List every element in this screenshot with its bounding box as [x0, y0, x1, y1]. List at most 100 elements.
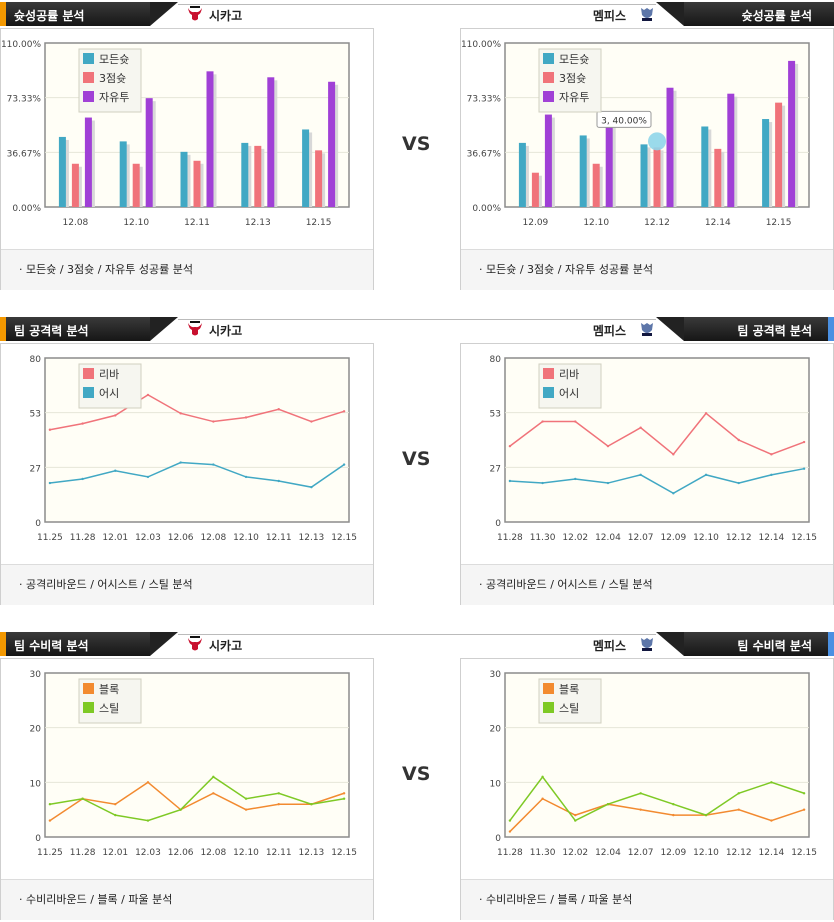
x-tick-label: 12.14 [705, 218, 731, 228]
data-point [770, 781, 773, 784]
data-point [212, 420, 215, 423]
x-tick-label: 12.11 [266, 533, 292, 543]
data-point [48, 428, 52, 431]
left-header: 슛성공률 분석 시카고 [0, 2, 420, 26]
data-point [802, 792, 806, 795]
bar [518, 142, 526, 207]
y-tick-label: 20 [30, 725, 42, 735]
legend-label: 자유투 [559, 91, 589, 104]
data-point [244, 797, 248, 800]
data-point [277, 792, 280, 795]
legend-label: 블록 [559, 683, 579, 696]
data-point [310, 485, 313, 489]
legend-swatch [543, 53, 554, 64]
tooltip-text: 3, 40.00% [601, 116, 647, 126]
y-tick-label: 27 [30, 464, 41, 474]
bar [71, 163, 79, 207]
bar [267, 77, 275, 207]
data-point [114, 469, 117, 472]
y-tick-label: 10 [490, 779, 502, 789]
series-line [49, 781, 345, 822]
legend-swatch [543, 683, 554, 694]
x-tick-label: 12.15 [331, 533, 357, 543]
data-point [146, 393, 150, 397]
y-tick-label: 53 [30, 410, 41, 420]
chart-panel-left: 0 27 53 80 11.25 11.28 12.01 12.03 12.06 12.08 12.… [0, 343, 374, 605]
legend-label: 3점슛 [559, 72, 586, 85]
defense-chart-left: 0 10 20 30 11.25 11.28 12.01 12.03 12.06 12.08 12.… [30, 670, 357, 858]
x-tick-label: 12.09 [660, 848, 686, 858]
bulls-logo-icon [186, 320, 204, 338]
legend-label: 모든슛 [99, 53, 129, 66]
bar [84, 117, 92, 207]
chart-panel-left: 0 10 20 30 11.25 11.28 12.01 12.03 12.06 12.08 12.… [0, 658, 374, 920]
series-line [509, 412, 805, 456]
data-point [639, 792, 642, 795]
vs-label: VS [402, 448, 431, 470]
x-tick-label: 12.08 [200, 848, 226, 858]
data-point [179, 461, 182, 464]
x-tick-label: 12.12 [726, 533, 752, 543]
header-accent [0, 317, 6, 341]
data-point [277, 479, 280, 483]
y-tick-label: 30 [490, 670, 502, 680]
x-tick-label: 12.10 [693, 533, 719, 543]
data-point [179, 412, 182, 415]
legend-label: 블록 [99, 683, 119, 696]
legend-label: 리바 [559, 368, 579, 381]
x-tick-label: 12.15 [791, 533, 817, 543]
legend-label: 어시 [559, 387, 579, 400]
section-title: 팀 수비력 분석 [737, 639, 812, 653]
data-point [639, 808, 642, 811]
x-tick-label: 12.02 [562, 533, 588, 543]
data-point [146, 475, 150, 479]
chart-panel-right: 0 10 20 30 11.28 11.30 12.02 12.04 12.07 12.09 12.… [460, 658, 834, 920]
chart-caption: · 모든슛 / 3점슛 / 자유투 성공률 분석 [1, 249, 373, 290]
y-tick-label: 0 [35, 834, 41, 844]
team-name: 멤피스 [592, 324, 626, 338]
x-tick-label: 12.10 [693, 848, 719, 858]
section-title: 팀 공격력 분석 [737, 324, 812, 338]
header-accent [0, 632, 6, 656]
chart-caption: · 수비리바운드 / 블록 / 파울 분석 [1, 879, 373, 920]
data-point [770, 819, 773, 822]
data-point [146, 781, 150, 784]
bulls-logo-icon [186, 635, 204, 653]
right-header: 팀 공격력 분석 멤피스 [414, 317, 834, 341]
data-point [342, 463, 346, 466]
data-point [704, 813, 708, 817]
x-tick-label: 12.03 [135, 533, 161, 543]
left-header: 팀 공격력 분석 시카고 [0, 317, 420, 341]
data-point [770, 473, 773, 477]
data-point [802, 440, 806, 444]
y-tick-label: 27 [490, 464, 501, 474]
y-tick-label: 30 [30, 670, 42, 680]
bar [666, 87, 674, 207]
data-point [541, 420, 544, 423]
bar [193, 160, 201, 207]
series-line [49, 775, 345, 822]
data-point [81, 797, 84, 800]
data-point [737, 792, 740, 795]
team-name: 멤피스 [592, 9, 626, 23]
data-point [244, 475, 248, 479]
x-tick-label: 11.25 [37, 533, 63, 543]
bar [315, 150, 323, 207]
right-header: 슛성공률 분석 멤피스 [414, 2, 834, 26]
bar [605, 114, 613, 207]
chart-panel-right: 0.00% 36.67% 73.33% 110.00% 12.09 12.10 12.12 1… [460, 28, 834, 290]
x-tick-label: 12.09 [523, 218, 549, 228]
y-tick-label: 0.00% [12, 204, 41, 214]
x-tick-label: 12.14 [759, 848, 785, 858]
data-point [179, 808, 182, 811]
x-tick-label: 12.10 [233, 533, 259, 543]
bar [788, 60, 796, 208]
bar [145, 98, 153, 207]
data-point [114, 813, 117, 817]
x-tick-label: 11.30 [530, 848, 556, 858]
header-accent-right [828, 317, 834, 341]
data-point [212, 792, 215, 795]
x-tick-label: 12.14 [759, 533, 785, 543]
data-point [606, 803, 610, 806]
legend-label: 어시 [99, 387, 119, 400]
